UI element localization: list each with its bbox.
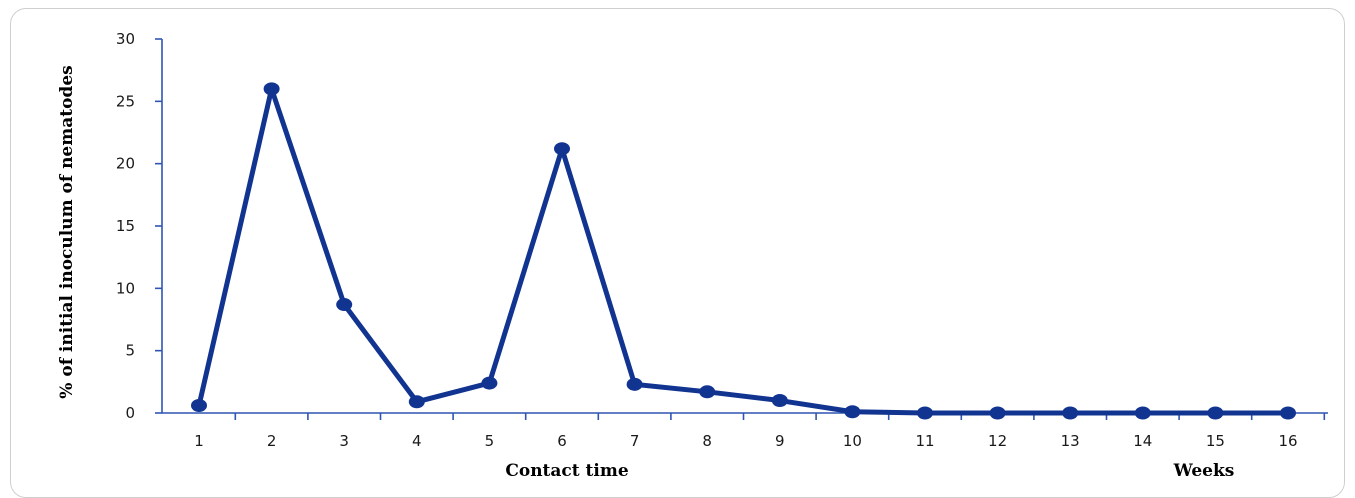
x-tick-label: 15 [1206,432,1225,450]
data-point [989,406,1006,420]
x-tick-label: 13 [1061,432,1080,450]
data-point [844,405,861,419]
data-point [336,298,353,312]
data-point [771,394,788,408]
y-tick-label: 20 [116,155,135,173]
x-tick-label: 1 [194,432,204,450]
data-point [917,406,933,420]
series-line [196,86,1291,416]
y-tick-label: 25 [116,92,135,110]
x-tick-label: 6 [557,432,567,450]
axes [155,38,1328,420]
x-tick-label: 2 [267,432,277,450]
x-tick-label: 7 [630,432,640,450]
data-point [1280,406,1296,420]
x-tick-label: 5 [485,432,495,450]
x-tick-label: 4 [412,432,422,450]
x-tick-labels: 1 2 3 4 5 6 7 8 9 10 11 12 13 14 15 16 [194,432,1297,450]
x-tick-label: 11 [915,432,934,450]
x-tick-label: 9 [775,432,785,450]
y-tick-label: 30 [116,30,135,48]
data-point [481,376,498,390]
data-point [699,385,716,399]
x-tick-label: 16 [1278,432,1297,450]
x-tick-label: 10 [843,432,862,450]
y-tick-label: 15 [116,217,135,235]
x-axis-title: Contact time [505,461,629,481]
data-point [1062,406,1079,420]
y-tick-label: 0 [125,404,135,422]
y-tick-label: 10 [116,279,135,297]
data-point [554,142,570,156]
data-point [1134,406,1151,420]
data-point [408,395,425,409]
y-axis-title: % of initial inoculum of nematodes [57,65,77,398]
x-tick-label: 12 [988,432,1007,450]
x-tick-label: 3 [339,432,349,450]
x-tick-label: 14 [1133,432,1152,450]
data-point [191,399,207,413]
data-point [1207,406,1224,420]
data-point [263,82,280,96]
y-tick-labels: 0 5 10 15 20 25 30 [116,30,135,422]
data-point [626,377,643,391]
series-group [191,82,1296,420]
x-tick-label: 8 [702,432,712,450]
x-axis-unit-label: Weeks [1173,461,1235,481]
y-tick-label: 5 [125,342,135,360]
